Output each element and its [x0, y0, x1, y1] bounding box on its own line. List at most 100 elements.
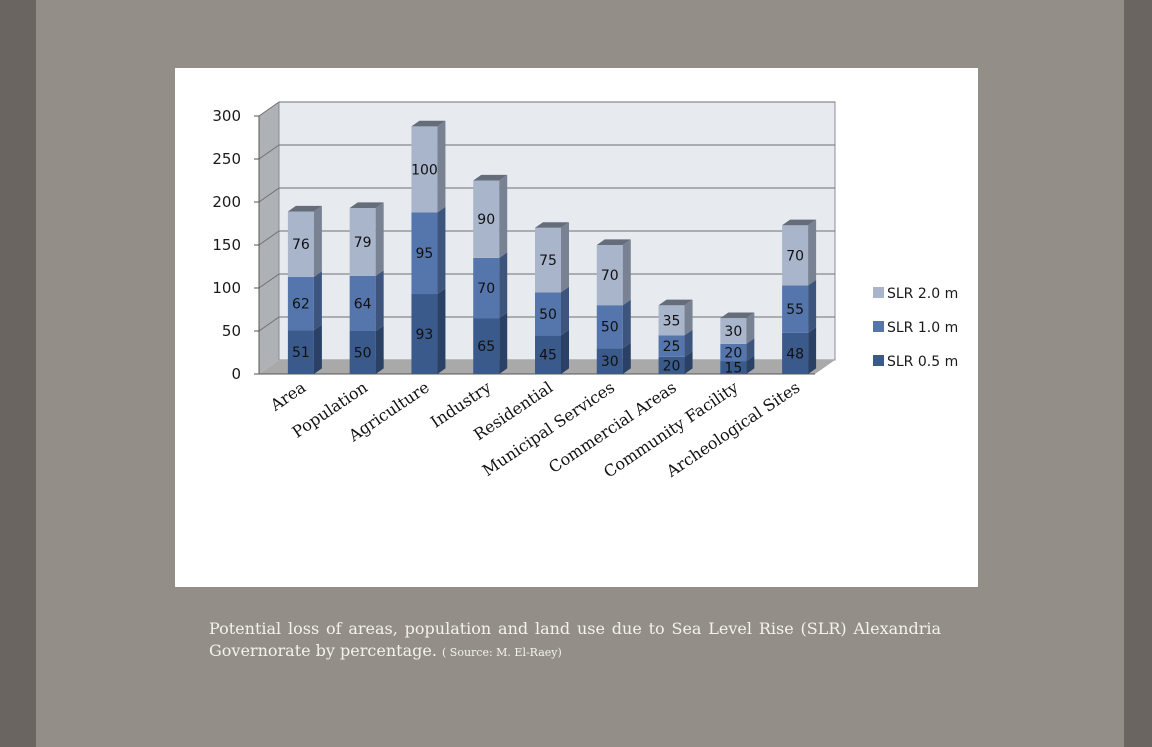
- data-label: 70: [786, 248, 804, 264]
- category-label: Area: [266, 377, 310, 415]
- bar-side: [808, 219, 817, 286]
- bar-side: [684, 299, 693, 336]
- legend-label: SLR 0.5 m: [887, 354, 958, 370]
- bar-segment: [287, 276, 314, 331]
- bar-segment: [411, 294, 438, 374]
- bar-segment: [349, 275, 376, 331]
- y-tick-label: 250: [212, 150, 241, 168]
- legend-item: SLR 2.0 m: [873, 286, 958, 302]
- bar-top: [411, 120, 446, 127]
- bar-side: [622, 239, 631, 306]
- bar-stack: 93 95 100: [411, 120, 446, 374]
- bar-side: [561, 286, 569, 336]
- data-label: 90: [477, 212, 495, 228]
- data-label: 93: [416, 327, 434, 343]
- bar-segment: [596, 245, 623, 306]
- data-label: 64: [354, 296, 372, 312]
- bar-side: [746, 338, 755, 362]
- bar-segment: [473, 257, 500, 319]
- bar-side: [499, 252, 508, 319]
- bar-segment: [349, 208, 376, 276]
- data-label: 25: [663, 339, 681, 355]
- bar-side: [313, 324, 322, 374]
- legend-label: SLR 2.0 m: [887, 286, 958, 302]
- data-label: 20: [663, 358, 681, 374]
- caption-source: ( Source: M. El-Raey): [442, 646, 562, 659]
- bar-side: [808, 327, 817, 374]
- gridline-side: [258, 144, 280, 160]
- chart-card: 0 50 100 150 200 250 300 51 62 76 Area 50 64 79 Popula…: [175, 68, 978, 587]
- data-label: 50: [601, 320, 619, 336]
- bar-segment: [720, 318, 747, 344]
- bar-segment: [658, 305, 685, 336]
- bar-stack: 20 25 35: [658, 299, 693, 374]
- data-label: 45: [539, 348, 557, 364]
- bar-side: [437, 206, 446, 295]
- gridline-side: [258, 187, 280, 203]
- bar-top: [782, 219, 817, 226]
- gridline-side: [258, 316, 280, 332]
- bar-segment: [349, 331, 376, 374]
- bar-stack: 50 64 79: [349, 202, 384, 374]
- bar-segment: [287, 330, 314, 374]
- data-label: 50: [354, 346, 372, 362]
- bar-stack: 51 62 76: [287, 205, 322, 374]
- data-label: 20: [724, 346, 742, 362]
- bar-side: [684, 329, 693, 357]
- data-label: 70: [601, 268, 619, 284]
- bar-side: [561, 222, 569, 293]
- legend-swatch: [873, 355, 884, 366]
- bar-stack: 48 55 70: [782, 219, 817, 374]
- data-label: 55: [786, 302, 804, 318]
- gridline-side: [258, 230, 280, 246]
- bar-segment: [473, 318, 500, 374]
- data-label: 79: [354, 235, 372, 251]
- bar-segment: [287, 211, 314, 277]
- y-tick-label: 100: [212, 279, 241, 297]
- gridline-side: [258, 273, 280, 289]
- stacked-bar-chart: 050100150200250300516276Area506479Popula…: [212, 101, 958, 482]
- bar-segment: [596, 348, 623, 374]
- bar-stack: 65 70 90: [473, 174, 508, 374]
- y-tick-label: 300: [212, 107, 241, 125]
- bar-segment: [535, 227, 561, 293]
- y-tick-label: 0: [231, 365, 241, 383]
- data-label: 15: [724, 361, 742, 377]
- bar-side: [746, 312, 755, 344]
- data-label: 30: [724, 324, 742, 340]
- bar-segment: [782, 332, 809, 374]
- bar-segment: [411, 126, 438, 213]
- data-label: 62: [292, 296, 310, 312]
- bar-segment: [782, 225, 809, 286]
- data-label: 95: [416, 246, 434, 262]
- y-tick-label: 200: [212, 193, 241, 211]
- legend-item: SLR 0.5 m: [873, 354, 958, 370]
- bar-segment: [658, 335, 685, 357]
- bar-segment: [535, 292, 561, 336]
- legend-label: SLR 1.0 m: [887, 320, 958, 336]
- data-label: 70: [477, 281, 495, 297]
- bar-top: [720, 312, 755, 319]
- data-label: 75: [539, 253, 557, 269]
- y-tick-label: 50: [222, 322, 241, 340]
- bar-side: [746, 355, 755, 374]
- bar-side: [622, 299, 631, 349]
- y-tick-label: 150: [212, 236, 241, 254]
- bar-top: [658, 299, 693, 306]
- bar-segment: [473, 180, 500, 258]
- legend-swatch: [873, 321, 884, 332]
- figure-caption: Potential loss of areas, population and …: [209, 618, 941, 664]
- bar-side: [375, 325, 384, 374]
- bar-top: [287, 205, 322, 212]
- caption-text: Potential loss of areas, population and …: [209, 619, 941, 660]
- bar-side: [313, 205, 322, 277]
- bar-stack: 45 50 75: [535, 222, 569, 374]
- legend-item: SLR 1.0 m: [873, 320, 958, 336]
- bar-side: [561, 329, 569, 374]
- bar-side: [499, 312, 508, 374]
- bar-top: [535, 222, 569, 228]
- bar-segment: [720, 343, 747, 362]
- bar-top: [473, 174, 508, 181]
- bar-side: [437, 120, 446, 213]
